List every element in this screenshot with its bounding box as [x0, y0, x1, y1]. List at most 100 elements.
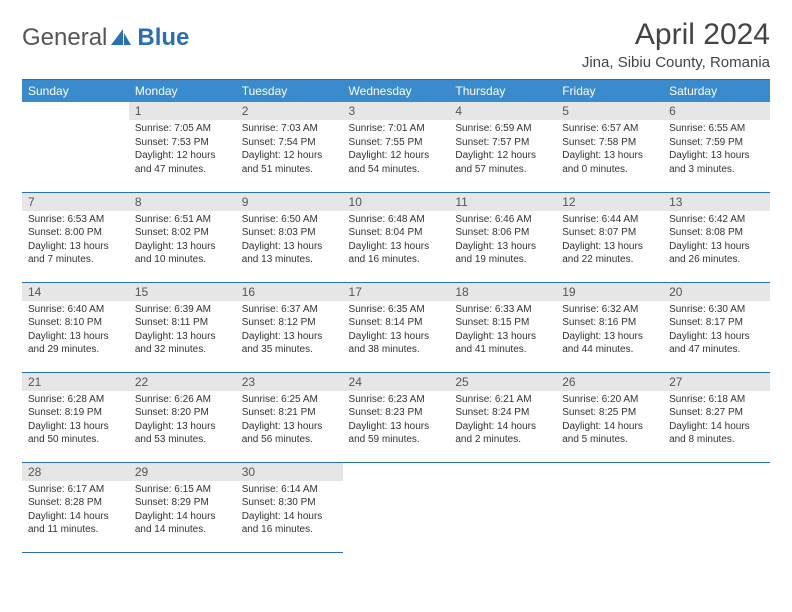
day-content: Sunrise: 6:33 AMSunset: 8:15 PMDaylight:… [449, 301, 556, 363]
day-number: 16 [236, 283, 343, 301]
calendar-cell: 30Sunrise: 6:14 AMSunset: 8:30 PMDayligh… [236, 462, 343, 552]
day-content: Sunrise: 6:44 AMSunset: 8:07 PMDaylight:… [556, 211, 663, 273]
day-number: 7 [22, 193, 129, 211]
day-number: 5 [556, 102, 663, 120]
calendar-cell: 4Sunrise: 6:59 AMSunset: 7:57 PMDaylight… [449, 102, 556, 192]
calendar-cell: 21Sunrise: 6:28 AMSunset: 8:19 PMDayligh… [22, 372, 129, 462]
day-number: 13 [663, 193, 770, 211]
day-content: Sunrise: 6:28 AMSunset: 8:19 PMDaylight:… [22, 391, 129, 453]
day-content: Sunrise: 6:51 AMSunset: 8:02 PMDaylight:… [129, 211, 236, 273]
calendar-cell: 1Sunrise: 7:05 AMSunset: 7:53 PMDaylight… [129, 102, 236, 192]
day-content: Sunrise: 6:21 AMSunset: 8:24 PMDaylight:… [449, 391, 556, 453]
calendar-cell: 26Sunrise: 6:20 AMSunset: 8:25 PMDayligh… [556, 372, 663, 462]
day-number: 21 [22, 373, 129, 391]
calendar-cell: 0 [22, 102, 129, 192]
calendar-cell: 14Sunrise: 6:40 AMSunset: 8:10 PMDayligh… [22, 282, 129, 372]
calendar-cell: 28Sunrise: 6:17 AMSunset: 8:28 PMDayligh… [22, 462, 129, 552]
day-number: 19 [556, 283, 663, 301]
day-number: 8 [129, 193, 236, 211]
calendar-cell: 7Sunrise: 6:53 AMSunset: 8:00 PMDaylight… [22, 192, 129, 282]
header-right: April 2024 Jina, Sibiu County, Romania [582, 18, 770, 71]
day-number: 15 [129, 283, 236, 301]
calendar-body: 01Sunrise: 7:05 AMSunset: 7:53 PMDayligh… [22, 102, 770, 552]
day-content: Sunrise: 6:23 AMSunset: 8:23 PMDaylight:… [343, 391, 450, 453]
header: General Blue April 2024 Jina, Sibiu Coun… [22, 18, 770, 71]
calendar-cell: 11Sunrise: 6:46 AMSunset: 8:06 PMDayligh… [449, 192, 556, 282]
day-number: 23 [236, 373, 343, 391]
day-content: Sunrise: 6:46 AMSunset: 8:06 PMDaylight:… [449, 211, 556, 273]
weekday-header: Saturday [663, 80, 770, 103]
day-content: Sunrise: 6:17 AMSunset: 8:28 PMDaylight:… [22, 481, 129, 543]
calendar-cell: 8Sunrise: 6:51 AMSunset: 8:02 PMDaylight… [129, 192, 236, 282]
calendar-cell: 23Sunrise: 6:25 AMSunset: 8:21 PMDayligh… [236, 372, 343, 462]
day-content: Sunrise: 6:37 AMSunset: 8:12 PMDaylight:… [236, 301, 343, 363]
day-content: Sunrise: 7:03 AMSunset: 7:54 PMDaylight:… [236, 120, 343, 182]
calendar-cell: 27Sunrise: 6:18 AMSunset: 8:27 PMDayligh… [663, 372, 770, 462]
weekday-header: Wednesday [343, 80, 450, 103]
day-content: Sunrise: 6:15 AMSunset: 8:29 PMDaylight:… [129, 481, 236, 543]
calendar-cell: 17Sunrise: 6:35 AMSunset: 8:14 PMDayligh… [343, 282, 450, 372]
day-number: 12 [556, 193, 663, 211]
day-content: Sunrise: 6:50 AMSunset: 8:03 PMDaylight:… [236, 211, 343, 273]
day-number: 6 [663, 102, 770, 120]
day-number: 30 [236, 463, 343, 481]
calendar-cell: 0 [449, 462, 556, 552]
day-content: Sunrise: 6:57 AMSunset: 7:58 PMDaylight:… [556, 120, 663, 182]
day-content: Sunrise: 6:39 AMSunset: 8:11 PMDaylight:… [129, 301, 236, 363]
calendar-cell: 29Sunrise: 6:15 AMSunset: 8:29 PMDayligh… [129, 462, 236, 552]
day-number: 11 [449, 193, 556, 211]
weekday-header: Friday [556, 80, 663, 103]
day-content: Sunrise: 6:18 AMSunset: 8:27 PMDaylight:… [663, 391, 770, 453]
day-number: 27 [663, 373, 770, 391]
calendar-cell: 13Sunrise: 6:42 AMSunset: 8:08 PMDayligh… [663, 192, 770, 282]
calendar-cell: 24Sunrise: 6:23 AMSunset: 8:23 PMDayligh… [343, 372, 450, 462]
calendar-cell: 0 [663, 462, 770, 552]
calendar-cell: 0 [556, 462, 663, 552]
day-number: 26 [556, 373, 663, 391]
day-content: Sunrise: 7:01 AMSunset: 7:55 PMDaylight:… [343, 120, 450, 182]
day-content: Sunrise: 6:35 AMSunset: 8:14 PMDaylight:… [343, 301, 450, 363]
day-number: 4 [449, 102, 556, 120]
calendar-cell: 16Sunrise: 6:37 AMSunset: 8:12 PMDayligh… [236, 282, 343, 372]
weekday-header: Monday [129, 80, 236, 103]
day-content: Sunrise: 6:59 AMSunset: 7:57 PMDaylight:… [449, 120, 556, 182]
calendar-cell: 6Sunrise: 6:55 AMSunset: 7:59 PMDaylight… [663, 102, 770, 192]
day-content: Sunrise: 6:40 AMSunset: 8:10 PMDaylight:… [22, 301, 129, 363]
day-number: 22 [129, 373, 236, 391]
day-number: 10 [343, 193, 450, 211]
weekday-header: Thursday [449, 80, 556, 103]
calendar-cell: 0 [343, 462, 450, 552]
day-number: 18 [449, 283, 556, 301]
calendar-cell: 5Sunrise: 6:57 AMSunset: 7:58 PMDaylight… [556, 102, 663, 192]
day-number: 17 [343, 283, 450, 301]
day-content: Sunrise: 6:25 AMSunset: 8:21 PMDaylight:… [236, 391, 343, 453]
day-content: Sunrise: 6:48 AMSunset: 8:04 PMDaylight:… [343, 211, 450, 273]
calendar-cell: 9Sunrise: 6:50 AMSunset: 8:03 PMDaylight… [236, 192, 343, 282]
day-number: 3 [343, 102, 450, 120]
day-number: 29 [129, 463, 236, 481]
calendar-table: SundayMondayTuesdayWednesdayThursdayFrid… [22, 79, 770, 553]
calendar-cell: 25Sunrise: 6:21 AMSunset: 8:24 PMDayligh… [449, 372, 556, 462]
calendar-cell: 15Sunrise: 6:39 AMSunset: 8:11 PMDayligh… [129, 282, 236, 372]
day-number: 1 [129, 102, 236, 120]
weekday-header: Sunday [22, 80, 129, 103]
day-content: Sunrise: 6:14 AMSunset: 8:30 PMDaylight:… [236, 481, 343, 543]
logo-word1: General [22, 24, 107, 52]
day-number: 20 [663, 283, 770, 301]
page-title: April 2024 [582, 18, 770, 52]
day-content: Sunrise: 6:26 AMSunset: 8:20 PMDaylight:… [129, 391, 236, 453]
weekday-header: Tuesday [236, 80, 343, 103]
day-content: Sunrise: 7:05 AMSunset: 7:53 PMDaylight:… [129, 120, 236, 182]
day-number: 14 [22, 283, 129, 301]
calendar-cell: 18Sunrise: 6:33 AMSunset: 8:15 PMDayligh… [449, 282, 556, 372]
calendar-cell: 3Sunrise: 7:01 AMSunset: 7:55 PMDaylight… [343, 102, 450, 192]
calendar-cell: 20Sunrise: 6:30 AMSunset: 8:17 PMDayligh… [663, 282, 770, 372]
day-number: 2 [236, 102, 343, 120]
day-content: Sunrise: 6:53 AMSunset: 8:00 PMDaylight:… [22, 211, 129, 273]
calendar-cell: 19Sunrise: 6:32 AMSunset: 8:16 PMDayligh… [556, 282, 663, 372]
day-content: Sunrise: 6:20 AMSunset: 8:25 PMDaylight:… [556, 391, 663, 453]
calendar-cell: 10Sunrise: 6:48 AMSunset: 8:04 PMDayligh… [343, 192, 450, 282]
day-number: 9 [236, 193, 343, 211]
day-content: Sunrise: 6:32 AMSunset: 8:16 PMDaylight:… [556, 301, 663, 363]
logo: General Blue [22, 24, 189, 52]
